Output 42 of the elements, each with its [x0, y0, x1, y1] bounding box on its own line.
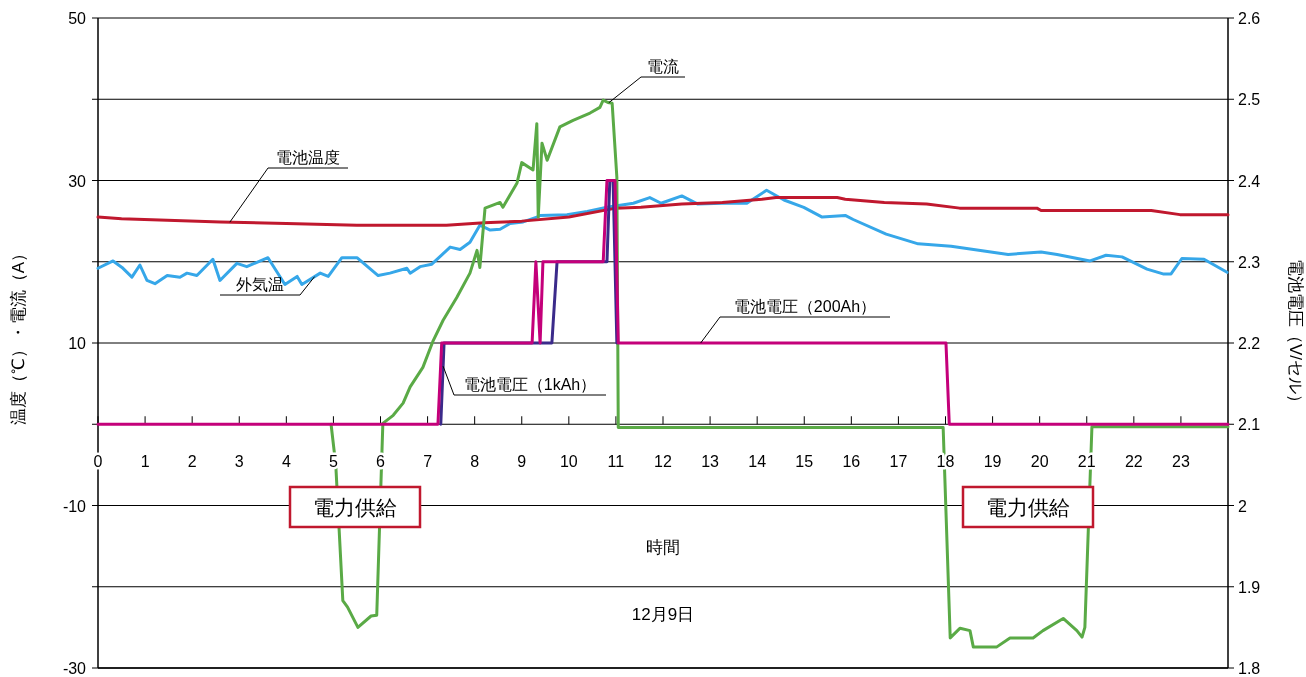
x-tick-label: 23: [1172, 453, 1190, 471]
y2-tick-label: 2: [1238, 497, 1247, 515]
series-label: 外気温: [236, 276, 284, 293]
y2-tick-label: 2.2: [1238, 335, 1261, 352]
x-tick-label: 11: [607, 453, 625, 471]
x-tick-label: 2: [187, 453, 197, 471]
y-axis-title: 温度（℃）・電流（A）: [9, 244, 28, 426]
y2-tick-label: 2.4: [1238, 172, 1261, 190]
y2-tick-label: 1.9: [1238, 578, 1261, 596]
series-label: 電池電圧（1kAh）: [463, 376, 597, 393]
x-tick-label: 14: [748, 453, 767, 471]
x-tick-label: 20: [1030, 453, 1049, 471]
x-tick-label: 19: [983, 453, 1002, 471]
y2-axis-title: 電池電圧（V/セル）: [1286, 258, 1305, 412]
annotation: 電力供給: [986, 496, 1070, 519]
x-tick-label: 22: [1124, 453, 1143, 471]
y-tick-label: 30: [68, 172, 87, 190]
x-tick-label: 16: [842, 453, 861, 471]
x-axis-title: 時間: [646, 538, 680, 557]
annotation: 電力供給: [313, 496, 397, 519]
y2-tick-label: 2.5: [1238, 91, 1261, 109]
y-tick-label: 50: [68, 10, 87, 27]
annotation: 12月9日: [631, 605, 695, 624]
x-tick-label: 4: [281, 453, 291, 471]
y2-tick-label: 2.3: [1238, 253, 1261, 271]
x-tick-label: 15: [795, 453, 814, 471]
x-tick-label: 9: [517, 453, 527, 471]
x-tick-label: 3: [234, 453, 244, 471]
y2-tick-label: 2.6: [1238, 10, 1261, 27]
y-tick-label: -30: [62, 660, 87, 677]
y-tick-label: 10: [68, 335, 87, 352]
x-tick-label: 7: [423, 453, 433, 471]
series-label: 電池電圧（200Ah）: [733, 298, 877, 315]
y2-tick-label: 2.1: [1238, 416, 1261, 434]
x-tick-label: 13: [701, 453, 720, 471]
y-tick-label: -10: [62, 497, 87, 515]
x-tick-label: 1: [140, 453, 150, 471]
y2-tick-label: 1.8: [1238, 660, 1261, 677]
x-tick-label: 17: [889, 453, 908, 471]
x-tick-label: 10: [559, 453, 578, 471]
x-tick-label: 8: [470, 453, 480, 471]
x-tick-label: 12: [654, 453, 672, 471]
